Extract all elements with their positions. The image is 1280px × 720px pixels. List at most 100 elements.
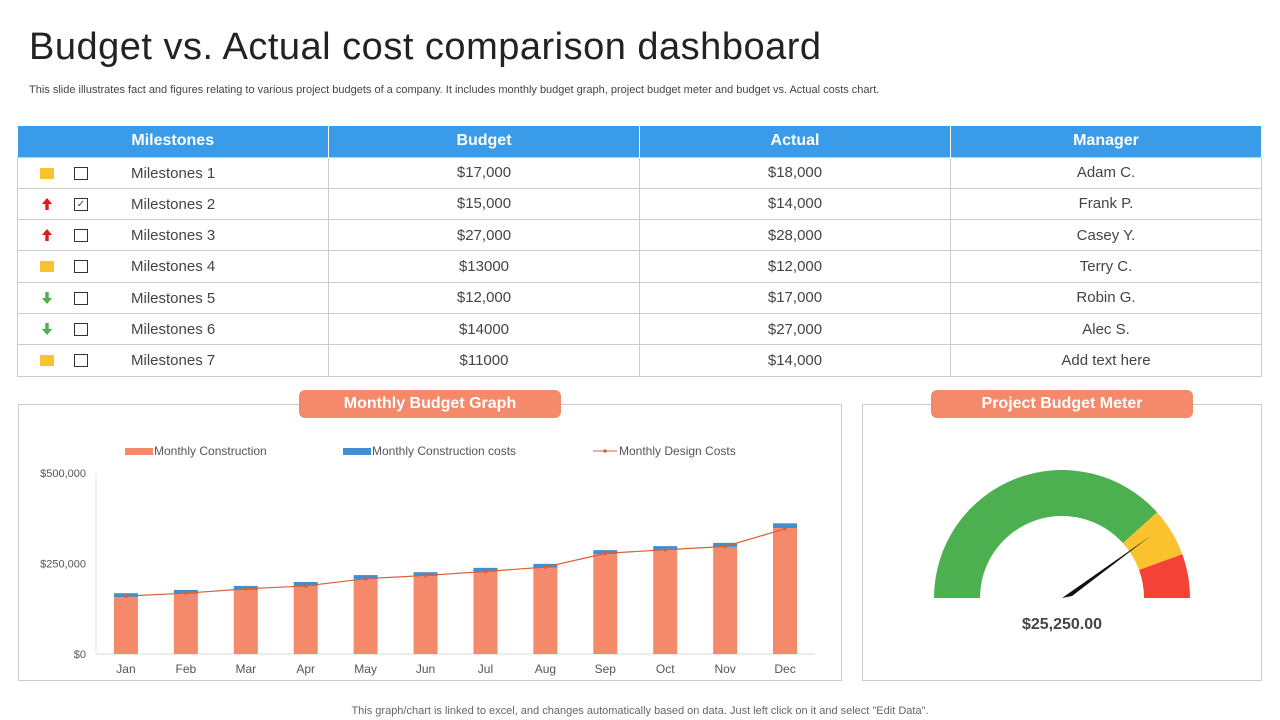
x-tick-label: Sep	[595, 662, 617, 676]
legend-label: Monthly Construction costs	[372, 444, 516, 458]
actual-cell: $14,000	[639, 187, 951, 221]
design-costs-point[interactable]	[124, 594, 128, 598]
design-costs-point[interactable]	[303, 584, 308, 588]
construction-bar[interactable]	[413, 576, 438, 654]
table-row: Milestones 4 $13000 $12,000 Terry C.	[17, 250, 1262, 283]
milestone-checkbox[interactable]	[74, 260, 88, 274]
milestone-checkbox[interactable]	[74, 322, 88, 336]
table-row: Milestones 1 $17,000 $18,000 Adam C.	[17, 156, 1262, 189]
construction-bar[interactable]	[653, 550, 678, 654]
table-row: Milestones 5 $12,000 $17,000 Robin G.	[17, 281, 1262, 314]
actual-cell: $12,000	[639, 250, 951, 283]
gauge-green-segment	[934, 470, 1158, 598]
actual-cell: $14,000	[639, 344, 951, 377]
actual-cell: $28,000	[639, 219, 951, 252]
page-title: Budget vs. Actual cost comparison dashbo…	[29, 26, 822, 68]
y-tick-label: $500,000	[40, 468, 86, 480]
yellow-square-icon	[40, 355, 54, 367]
milestone-name: Milestones 2	[131, 195, 216, 213]
design-costs-point[interactable]	[363, 576, 368, 581]
legend-swatch	[125, 448, 153, 455]
budget-meter-gauge	[934, 470, 1190, 598]
x-tick-label: Feb	[176, 662, 197, 676]
actual-cell: $17,000	[639, 281, 951, 314]
manager-cell: Add text here	[950, 344, 1262, 377]
x-tick-label: Mar	[235, 662, 256, 676]
construction-bar[interactable]	[533, 567, 558, 654]
x-tick-label: Apr	[296, 662, 315, 676]
construction-bar[interactable]	[473, 571, 498, 654]
milestone-name: Milestones 5	[131, 289, 216, 307]
construction-bar[interactable]	[713, 546, 738, 654]
table-row: Milestones 6 $14000 $27,000 Alec S.	[17, 312, 1262, 346]
manager-cell: Terry C.	[950, 250, 1262, 283]
construction-bar[interactable]	[293, 585, 318, 654]
x-tick-label: Jun	[416, 662, 435, 676]
column-header: Actual	[639, 126, 951, 157]
milestone-name: Milestones 3	[131, 227, 216, 245]
design-costs-point[interactable]	[483, 569, 488, 574]
actual-cell: $18,000	[639, 156, 951, 189]
table-row: Milestones 3 $27,000 $28,000 Casey Y.	[17, 219, 1262, 252]
construction-bar[interactable]	[773, 528, 798, 654]
x-tick-label: May	[354, 662, 377, 676]
x-tick-label: Oct	[656, 662, 675, 676]
milestone-checkbox[interactable]	[74, 354, 88, 368]
design-costs-point[interactable]	[603, 551, 608, 556]
milestone-name: Milestones 1	[131, 164, 216, 182]
design-costs-point[interactable]	[663, 547, 668, 552]
yellow-square-icon	[40, 167, 54, 179]
construction-bar[interactable]	[233, 589, 258, 654]
column-header: Budget	[328, 126, 640, 157]
legend-label: Monthly Construction	[154, 444, 267, 458]
y-tick-label: $0	[74, 649, 86, 661]
construction-costs-bar[interactable]	[773, 523, 798, 529]
actual-cell: $27,000	[639, 312, 951, 346]
x-tick-label: Jul	[478, 662, 493, 676]
design-costs-point[interactable]	[543, 565, 548, 569]
legend-swatch	[343, 448, 371, 455]
monthly-budget-chart[interactable]: $0 $250,000 $500,000 Jan Feb Mar Apr May Jun Jul A…	[18, 410, 842, 680]
red-up-arrow-icon	[41, 197, 53, 210]
manager-cell: Adam C.	[950, 156, 1262, 189]
design-costs-point[interactable]	[423, 573, 428, 578]
yellow-square-icon	[40, 261, 54, 273]
construction-bar[interactable]	[113, 597, 138, 654]
manager-cell: Robin G.	[950, 281, 1262, 314]
construction-bar[interactable]	[353, 579, 378, 654]
design-costs-point[interactable]	[783, 526, 787, 531]
milestone-checkbox[interactable]	[74, 166, 88, 180]
budget-cell: $12,000	[328, 281, 640, 314]
monthly-budget-title: Monthly Budget Graph	[299, 390, 561, 418]
design-costs-line[interactable]	[125, 528, 786, 597]
construction-bar[interactable]	[173, 593, 198, 654]
construction-bar[interactable]	[593, 554, 618, 654]
x-tick-label: Aug	[535, 662, 556, 676]
milestone-checkbox[interactable]	[74, 291, 88, 305]
manager-cell: Casey Y.	[950, 219, 1262, 252]
budget-cell: $15,000	[328, 187, 640, 221]
design-costs-point[interactable]	[723, 544, 727, 549]
budget-cell: $11000	[328, 344, 640, 377]
budget-cell: $17,000	[328, 156, 640, 189]
gauge-needle	[1062, 535, 1152, 598]
construction-costs-bar[interactable]	[293, 581, 318, 586]
x-tick-label: Dec	[774, 662, 795, 676]
gauge-red-segment	[1139, 554, 1190, 598]
red-up-arrow-icon	[41, 229, 53, 242]
footer-note: This graph/chart is linked to excel, and…	[351, 705, 929, 717]
milestones-table: Milestones Budget Actual Manager Milestones…	[17, 126, 1262, 377]
table-row: ✓ Milestones 2 $15,000 $14,000 Frank P.	[17, 187, 1262, 221]
meter-value: $25,250.00	[1021, 616, 1103, 633]
gauge-yellow-segment	[1122, 512, 1183, 570]
design-costs-point[interactable]	[184, 591, 188, 595]
manager-cell: Frank P.	[950, 187, 1262, 221]
milestone-name: Milestones 4	[131, 258, 216, 276]
milestone-checkbox[interactable]: ✓	[74, 197, 88, 211]
milestone-name: Milestones 7	[131, 352, 216, 370]
design-costs-point[interactable]	[243, 587, 248, 591]
green-down-arrow-icon	[41, 291, 53, 304]
x-tick-label: Jan	[116, 662, 135, 676]
legend-label: Monthly Design Costs	[619, 444, 736, 458]
milestone-checkbox[interactable]	[74, 229, 88, 243]
